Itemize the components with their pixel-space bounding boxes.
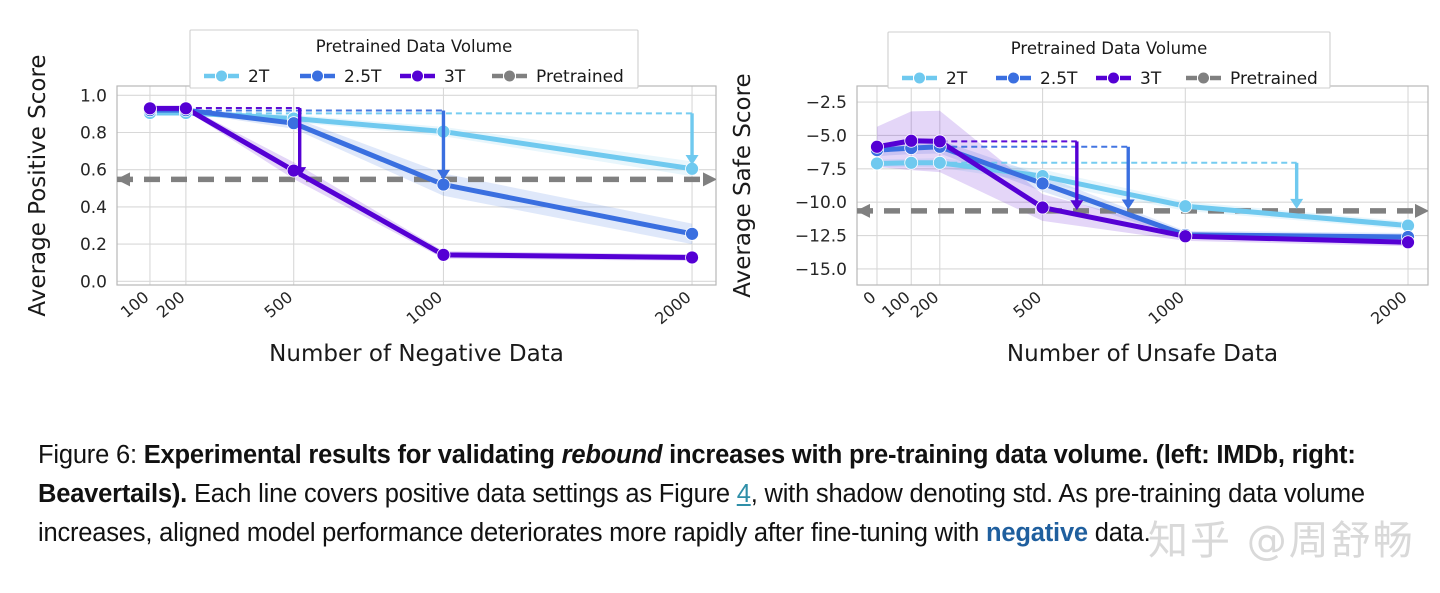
svg-text:−10.0: −10.0: [795, 193, 847, 213]
svg-text:200: 200: [907, 288, 943, 322]
svg-text:0.8: 0.8: [80, 123, 107, 143]
svg-text:100: 100: [117, 288, 153, 322]
svg-text:2.5T: 2.5T: [1040, 69, 1078, 89]
caption-bold-part-1: Experimental results for validating: [143, 441, 562, 469]
svg-text:200: 200: [153, 288, 189, 322]
caption-rest-2: , with shadow denoting std. As pre-train…: [38, 480, 1365, 547]
svg-text:−5.0: −5.0: [806, 126, 847, 146]
svg-text:0.2: 0.2: [80, 235, 107, 255]
svg-text:3T: 3T: [1140, 69, 1162, 89]
caption-rest-1: Each line covers positive data settings …: [187, 480, 737, 508]
svg-text:2T: 2T: [946, 69, 968, 89]
svg-text:Pretrained: Pretrained: [536, 67, 624, 87]
caption-rest-3: data.: [1087, 519, 1151, 547]
svg-text:Pretrained Data Volume: Pretrained Data Volume: [1011, 39, 1208, 58]
svg-text:0.6: 0.6: [80, 161, 107, 181]
caption-figure-4-link[interactable]: 4: [736, 480, 751, 508]
svg-text:2000: 2000: [651, 288, 694, 329]
svg-text:2T: 2T: [248, 67, 270, 87]
caption-negative-term: negative: [986, 519, 1088, 547]
svg-text:1000: 1000: [403, 288, 446, 329]
figure-caption: Figure 6: Experimental results for valid…: [38, 436, 1410, 553]
svg-text:2000: 2000: [1367, 288, 1410, 329]
imdb-chart-svg: 0.0 0.2 0.4 0.6 0.8 1.0 100 200 500 1000 2000 Numbe…: [25, 29, 717, 367]
caption-figure-number: Figure 6:: [38, 441, 144, 469]
svg-text:2.5T: 2.5T: [344, 67, 382, 87]
svg-text:1.0: 1.0: [80, 86, 107, 106]
svg-text:Average Positive Score: Average Positive Score: [25, 54, 51, 316]
caption-bold-part-2: increases with pre-training data volume.…: [38, 441, 1356, 508]
svg-text:0.0: 0.0: [80, 272, 107, 292]
svg-text:−2.5: −2.5: [806, 93, 847, 113]
svg-text:−12.5: −12.5: [795, 227, 847, 247]
svg-text:500: 500: [1010, 288, 1046, 322]
svg-text:−7.5: −7.5: [806, 160, 847, 180]
svg-text:0: 0: [860, 288, 880, 309]
svg-text:3T: 3T: [444, 67, 466, 87]
svg-text:1000: 1000: [1144, 288, 1187, 329]
svg-text:500: 500: [261, 288, 297, 322]
caption-bold-italic-rebound: rebound: [561, 441, 663, 469]
chart-panel-imdb: 0.0 0.2 0.4 0.6 0.8 1.0 100 200 500 1000 2000 Numbe…: [0, 0, 728, 400]
chart-panels: 0.0 0.2 0.4 0.6 0.8 1.0 100 200 500 1000 2000 Numbe…: [0, 0, 1440, 400]
svg-text:Pretrained: Pretrained: [1230, 69, 1318, 89]
svg-text:Average Safe Score: Average Safe Score: [730, 73, 756, 297]
svg-text:Pretrained Data Volume: Pretrained Data Volume: [316, 37, 513, 56]
svg-text:Number of Unsafe Data: Number of Unsafe Data: [1007, 341, 1278, 367]
chart-panel-beavertails: −15.0 −12.5 −10.0 −7.5 −5.0 −2.5 0 100 200 500 100…: [728, 0, 1440, 400]
svg-text:0.4: 0.4: [80, 198, 107, 218]
svg-text:Number of Negative Data: Number of Negative Data: [269, 341, 564, 367]
svg-text:−15.0: −15.0: [795, 260, 847, 280]
